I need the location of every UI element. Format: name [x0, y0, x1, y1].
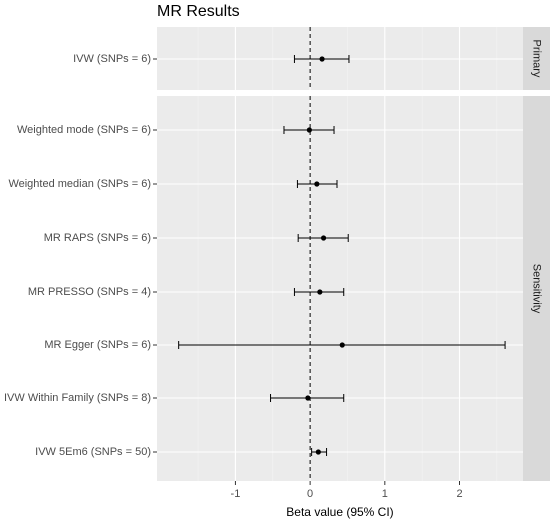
x-tick-label: 1	[382, 488, 388, 500]
point-estimate	[320, 235, 327, 241]
panels: Primary IVW (SNPs = 6) Sensitivity Weighted…	[4, 27, 550, 481]
x-axis-label: Beta value (95% CI)	[286, 505, 393, 519]
estimate-row: Weighted mode (SNPs = 6)	[17, 124, 335, 136]
x-tick-label: -1	[231, 488, 241, 500]
estimate-row: MR Egger (SNPs = 6)	[44, 339, 506, 351]
estimate-row: IVW Within Family (SNPs = 8)	[4, 392, 345, 404]
facet-strip	[523, 96, 550, 481]
row-label: MR PRESSO (SNPs = 4)	[28, 286, 151, 298]
row-label: IVW (SNPs = 6)	[73, 53, 151, 65]
x-tick-label: 2	[456, 488, 462, 500]
panel-primary: Primary IVW (SNPs = 6)	[73, 27, 550, 90]
facet-strip-label: Primary	[531, 40, 543, 78]
chart-title: MR Results	[157, 3, 240, 20]
row-label: IVW 5Em6 (SNPs = 50)	[35, 446, 151, 458]
facet-strip-label: Sensitivity	[531, 264, 543, 314]
x-axis: -1 0 1 2	[231, 481, 463, 500]
point-estimate	[305, 395, 311, 401]
estimate-row: MR PRESSO (SNPs = 4)	[28, 286, 345, 298]
panel-sensitivity: Sensitivity Weighted mode (SNPs = 6) Weigh…	[4, 96, 550, 481]
point-estimate	[315, 449, 321, 455]
x-tick-label: 0	[307, 488, 313, 500]
point-estimate	[339, 342, 345, 348]
estimate-row: Weighted median (SNPs = 6)	[8, 178, 338, 190]
row-label: IVW Within Family (SNPs = 8)	[4, 392, 151, 404]
estimate-row: MR RAPS (SNPs = 6)	[44, 232, 349, 244]
row-label: Weighted mode (SNPs = 6)	[17, 124, 151, 136]
estimate-row: IVW 5Em6 (SNPs = 50)	[35, 446, 328, 458]
panel-background	[157, 96, 523, 481]
point-estimate	[319, 56, 325, 62]
point-estimate	[317, 289, 323, 295]
point-estimate	[306, 127, 312, 133]
point-estimate	[314, 181, 320, 187]
facet-strip	[523, 27, 550, 90]
row-label: MR RAPS (SNPs = 6)	[44, 232, 151, 244]
row-label: MR Egger (SNPs = 6)	[44, 339, 151, 351]
row-label: Weighted median (SNPs = 6)	[8, 178, 151, 190]
estimate-row: IVW (SNPs = 6)	[73, 53, 350, 65]
